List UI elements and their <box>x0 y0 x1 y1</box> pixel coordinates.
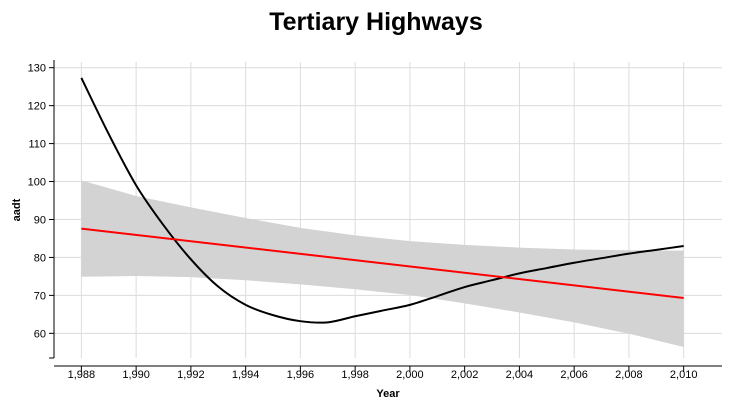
x-tick-label: 1,994 <box>232 369 260 381</box>
y-tick-label: 110 <box>28 139 46 151</box>
x-tick-label: 2,000 <box>396 369 424 381</box>
x-tick-label: 2,008 <box>615 369 643 381</box>
trend-line <box>80 77 684 324</box>
x-axis-label: Year <box>376 388 400 400</box>
y-tick-label: 70 <box>34 290 46 302</box>
x-tick-label: 1,990 <box>122 369 150 381</box>
y-tick-label: 100 <box>28 177 46 189</box>
x-tick-label: 2,004 <box>506 369 534 381</box>
x-tick-label: 1,998 <box>341 369 369 381</box>
series-lines <box>80 77 684 324</box>
regression-line <box>81 227 684 300</box>
y-tick-label: 60 <box>34 328 46 340</box>
y-axis-label: aadt <box>11 198 23 221</box>
axes: 60 70 80 90 100 110 120 130 1,988 1,990 1,992 1,994… <box>28 60 722 381</box>
x-tick-label: 2,002 <box>451 369 479 381</box>
chart-title: Tertiary Highways <box>269 8 483 36</box>
x-tick-label: 2,010 <box>670 369 698 381</box>
y-tick-label: 90 <box>34 214 46 226</box>
y-tick-label: 80 <box>34 252 46 264</box>
x-tick-label: 2,006 <box>560 369 588 381</box>
y-tick-label: 120 <box>28 101 46 113</box>
x-tick-label: 1,988 <box>68 369 96 381</box>
x-tick-label: 1,996 <box>287 369 315 381</box>
y-tick-label: 130 <box>28 63 46 75</box>
x-tick-label: 1,992 <box>177 369 205 381</box>
